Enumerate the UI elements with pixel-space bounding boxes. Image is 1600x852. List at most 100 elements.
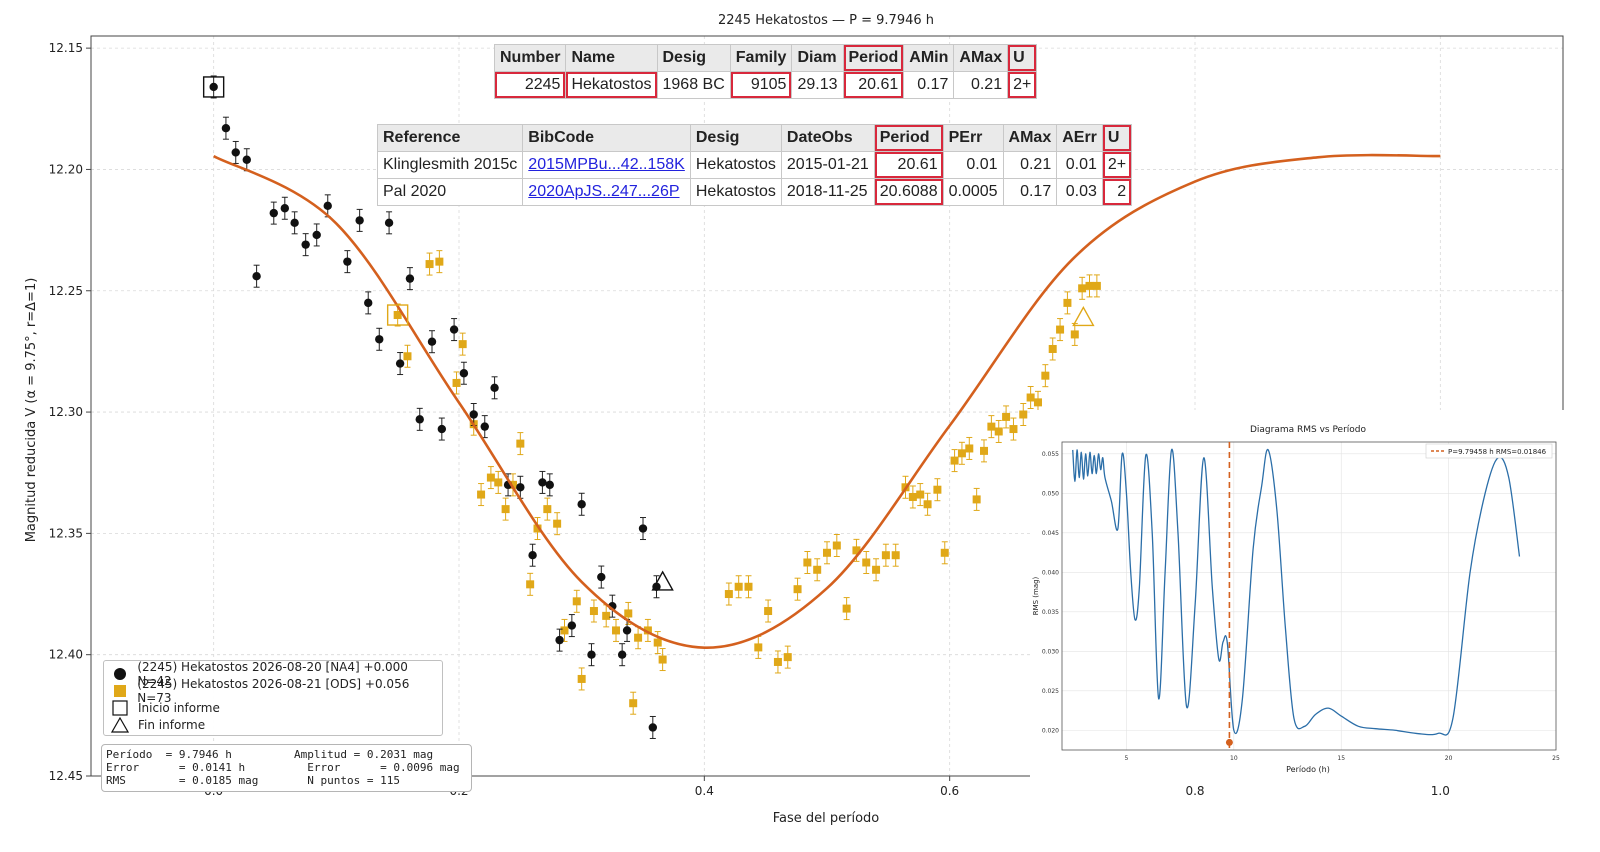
ods-point [980, 446, 989, 455]
chart-title: 2245 Hekatostos — P = 9.7946 h [718, 13, 934, 28]
ods-point [494, 478, 503, 487]
ods-point [653, 638, 662, 647]
ods-point [862, 558, 871, 567]
col-dateobs: DateObs [780, 124, 875, 152]
na4-point [555, 635, 564, 645]
references-table: Reference BibCode Desig DateObs Period P… [376, 124, 1133, 206]
na4-point [323, 201, 332, 211]
ods-point [602, 611, 611, 620]
col-period: Period [873, 124, 944, 152]
na4-point [516, 483, 525, 492]
ods-point [813, 565, 822, 574]
inset-grid [1062, 442, 1557, 750]
na4-point [652, 582, 661, 591]
na4-point [587, 650, 596, 659]
cell-u: 2+ [1101, 151, 1133, 179]
legend-label: Inicio informe [138, 700, 220, 715]
end-marker [651, 570, 674, 591]
stats-row: Error = 0.0141 h Error = 0.0096 mag [106, 761, 467, 774]
ods-point [1078, 284, 1087, 293]
ods-point [764, 607, 773, 616]
col-amin: AMin [903, 44, 955, 72]
y-tick-label: 12.20 [49, 162, 83, 176]
na4-point [312, 230, 321, 240]
cell-desig: Hekatostos [689, 178, 782, 206]
inset-y-tick-label: 0.020 [1042, 727, 1059, 734]
ods-point [891, 551, 900, 560]
na4-point [545, 480, 554, 490]
col-amax: AMax [953, 44, 1009, 72]
inset-x-label: Período (h) [1286, 765, 1330, 774]
ods-point [1063, 298, 1072, 307]
stats-row: RMS = 0.0185 mag N puntos = 115 [106, 774, 467, 787]
legend-label: (2245) Hekatostos 2026-08-21 [ODS] +0.05… [137, 676, 410, 705]
cell-amin: 0.17 [903, 71, 955, 99]
y-tick-label: 12.15 [49, 41, 83, 55]
na4-point [384, 218, 394, 228]
ods-point [803, 558, 812, 567]
ods-point [533, 524, 542, 533]
cell-diam: 29.13 [791, 71, 844, 99]
ods-point [754, 643, 763, 652]
ods-point [923, 500, 932, 509]
legend-item-start: Inicio informe [110, 699, 436, 716]
cell-perr: 0.0005 [942, 178, 1004, 206]
na4-point [231, 148, 240, 157]
y-axis-ticks: 12.15 12.20 12.25 12.30 12.35 12.40 12.45 [49, 41, 91, 783]
rms-periodogram-inset: Diagrama RMS vs Período 0.020 0.025 0.030 0… [1030, 410, 1566, 782]
inset-x-tick-label: 15 [1337, 755, 1345, 762]
na4-point [622, 626, 632, 635]
open-square-icon [110, 699, 130, 716]
stat-period: Período = 9.7946 h [106, 748, 232, 761]
cell-amax: 0.17 [1002, 178, 1058, 206]
cell-aerr: 0.03 [1056, 178, 1103, 206]
ods-point [842, 604, 851, 613]
yellow-square-icon [110, 683, 129, 699]
na4-point [375, 335, 384, 344]
y-tick-label: 12.45 [49, 769, 83, 783]
ods-point [950, 456, 959, 465]
cell-period: 20.61 [873, 151, 944, 179]
na4-point [301, 240, 310, 249]
col-diam: Diam [791, 44, 844, 72]
ods-point [881, 551, 890, 560]
col-bibcode: BibCode [522, 124, 691, 152]
legend-item-end: Fin informe [110, 716, 436, 733]
bibcode-link[interactable]: 2020ApJS..247...26P [528, 183, 680, 200]
ods-point [458, 340, 467, 349]
ods-point [783, 653, 792, 662]
cell-desig: Hekatostos [689, 151, 782, 179]
na4-point [459, 369, 469, 378]
ods-point [773, 657, 782, 666]
na4-point [617, 650, 627, 659]
cell-bibcode: 2020ApJS..247...26P [522, 178, 691, 206]
bibcode-link[interactable]: 2015MPBu...42..158K [528, 156, 685, 173]
legend-label: Fin informe [138, 717, 206, 732]
ods-point [724, 590, 733, 599]
na4-point [290, 218, 299, 228]
cell-aerr: 0.01 [1056, 151, 1103, 179]
inset-y-tick-label: 0.040 [1042, 569, 1059, 576]
ods-point [1092, 281, 1101, 290]
cell-amax: 0.21 [953, 71, 1009, 99]
ods-point [1048, 344, 1057, 353]
na4-point [242, 155, 251, 164]
black-circle-icon [110, 666, 129, 682]
x-tick-label: 0.4 [695, 784, 714, 798]
na4-point [638, 524, 648, 533]
na4-point [252, 271, 261, 281]
cell-period: 20.6088 [873, 178, 944, 206]
ods-point [516, 439, 525, 448]
ods-point [577, 674, 586, 683]
x-tick-label: 0.8 [1185, 784, 1204, 798]
end-marker [1072, 306, 1095, 327]
stat-amplitude-error: Error = 0.0096 mag [294, 761, 460, 774]
ods-point [435, 257, 444, 266]
cell-name: Hekatostos [565, 71, 658, 99]
ods-point [1085, 281, 1094, 290]
col-reference: Reference [376, 124, 524, 152]
stat-rms: RMS = 0.0185 mag [106, 774, 259, 787]
start-marker [202, 76, 225, 98]
cell-reference: Klinglesmith 2015c [376, 151, 524, 179]
inset-y-tick-label: 0.050 [1042, 490, 1059, 497]
